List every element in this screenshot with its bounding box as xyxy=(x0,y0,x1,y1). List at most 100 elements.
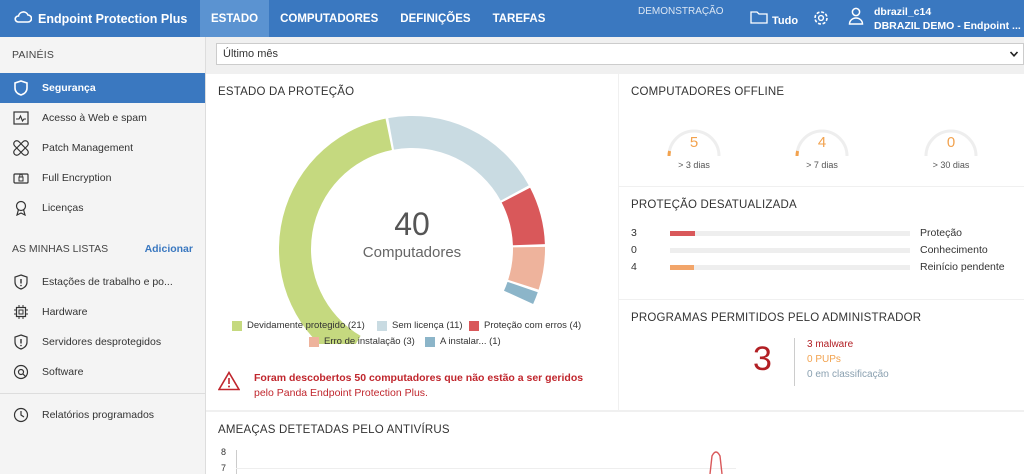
donut-total-label: Computadores xyxy=(206,244,618,261)
allowed-divider xyxy=(794,338,795,386)
alert-shield-icon xyxy=(12,273,30,291)
legend-item: Sem licença (11) xyxy=(377,320,463,331)
clock-icon xyxy=(12,406,30,424)
brand-name: Endpoint Protection Plus xyxy=(38,12,187,26)
threats-title: AMEAÇAS DETETADAS PELO ANTIVÍRUS xyxy=(218,424,450,436)
license-icon xyxy=(12,199,30,217)
add-list-button[interactable]: Adicionar xyxy=(145,243,193,255)
tab-estado[interactable]: ESTADO xyxy=(200,0,269,37)
allowed-pups[interactable]: 0 PUPs xyxy=(807,354,841,365)
user-info[interactable]: dbrazil_c14 DBRAZIL DEMO - Endpoint ... xyxy=(874,5,1021,33)
y-tick-label: 8 xyxy=(221,447,226,457)
sidebar-item-label: Relatórios programados xyxy=(42,409,154,421)
tab-computadores[interactable]: COMPUTADORES xyxy=(269,0,389,37)
threats-y-axis xyxy=(236,450,237,474)
sidebar-item-label: Patch Management xyxy=(42,142,133,154)
gear-icon[interactable] xyxy=(812,9,830,30)
gauge-value: 5 xyxy=(659,134,729,151)
sidebar-list-workstations[interactable]: Estações de trabalho e po... xyxy=(0,267,205,297)
sidebar-item-label: Servidores desprotegidos xyxy=(42,336,161,348)
patch-icon xyxy=(12,139,30,157)
sidebar-item-seguranca[interactable]: Segurança xyxy=(0,73,205,103)
legend-swatch xyxy=(309,337,319,347)
folder-selector[interactable]: Tudo xyxy=(750,9,798,27)
y-tick-label: 7 xyxy=(221,463,226,473)
sidebar-item-patch[interactable]: Patch Management xyxy=(0,133,205,163)
legend-item: Proteção com erros (4) xyxy=(469,320,581,331)
tab-tarefas[interactable]: TAREFAS xyxy=(482,0,557,37)
gauge-label: > 3 dias xyxy=(659,160,729,170)
my-lists-title: AS MINHAS LISTAS xyxy=(12,243,108,255)
cloud-icon xyxy=(14,10,38,27)
legend-swatch xyxy=(425,337,435,347)
user-name: dbrazil_c14 xyxy=(874,5,1021,19)
sidebar-item-encryption[interactable]: Full Encryption xyxy=(0,163,205,193)
allowed-programs-panel: PROGRAMAS PERMITIDOS PELO ADMINISTRADOR … xyxy=(619,300,1024,410)
sidebar-item-scheduled-reports[interactable]: Relatórios programados xyxy=(0,400,205,430)
warning-text-rest: pelo Panda Endpoint Protection Plus. xyxy=(254,387,428,399)
user-icon[interactable] xyxy=(848,7,864,28)
allowed-title: PROGRAMAS PERMITIDOS PELO ADMINISTRADOR xyxy=(631,312,921,324)
demo-label: DEMONSTRAÇÃO xyxy=(638,6,724,17)
legend-label: Devidamente protegido (21) xyxy=(247,320,365,331)
offline-gauge-3d[interactable]: 5 > 3 dias xyxy=(659,116,729,176)
threats-line xyxy=(706,450,726,474)
sidebar-item-label: Hardware xyxy=(42,306,88,318)
gauge-value: 0 xyxy=(916,134,986,151)
donut-slice-1[interactable] xyxy=(388,116,528,201)
outdated-row[interactable]: 3 Proteção xyxy=(631,225,1021,241)
web-activity-icon xyxy=(12,109,30,127)
outdated-title: PROTEÇÃO DESATUALIZADA xyxy=(631,199,797,211)
outdated-label: Proteção xyxy=(920,227,962,239)
tab-definicoes[interactable]: DEFINIÇÕES xyxy=(389,0,481,37)
outdated-label: Conhecimento xyxy=(920,244,988,256)
legend-item: A instalar... (1) xyxy=(425,336,501,347)
chip-icon xyxy=(12,303,30,321)
gauge-label: > 7 dias xyxy=(787,160,857,170)
legend-swatch xyxy=(377,321,387,331)
threats-gridline xyxy=(236,468,736,469)
sidebar-list-servers[interactable]: Servidores desprotegidos xyxy=(0,327,205,357)
top-bar: Endpoint Protection Plus ESTADO COMPUTAD… xyxy=(0,0,1024,37)
unmanaged-warning[interactable]: Foram descobertos 50 computadores que nã… xyxy=(218,371,598,401)
sidebar-item-label: Segurança xyxy=(42,82,96,94)
my-lists-header: AS MINHAS LISTAS Adicionar xyxy=(0,231,205,267)
outdated-protection-panel: PROTEÇÃO DESATUALIZADA 3 Proteção 0 Conh… xyxy=(619,187,1024,299)
gauge-value: 4 xyxy=(787,134,857,151)
allowed-total[interactable]: 3 xyxy=(753,340,772,379)
legend-label: Sem licença (11) xyxy=(392,320,463,331)
software-icon xyxy=(12,363,30,381)
allowed-classifying[interactable]: 0 em classificação xyxy=(807,369,889,380)
warning-text: Foram descobertos 50 computadores que nã… xyxy=(254,371,598,401)
period-select-value: Último mês xyxy=(223,48,278,60)
threats-panel: AMEAÇAS DETETADAS PELO ANTIVÍRUS 8 7 xyxy=(206,412,1024,474)
outdated-row[interactable]: 4 Reinício pendente xyxy=(631,259,1021,275)
brand-logo[interactable]: Endpoint Protection Plus xyxy=(0,0,200,37)
encryption-icon xyxy=(12,169,30,187)
panels-title: PAINÉIS xyxy=(0,37,205,73)
outdated-bar xyxy=(670,248,910,253)
alert-shield-icon xyxy=(12,333,30,351)
protection-status-panel: ESTADO DA PROTEÇÃO 40 Computadores Devid… xyxy=(206,74,618,410)
legend-swatch xyxy=(469,321,479,331)
sidebar-item-licencas[interactable]: Licenças xyxy=(0,193,205,223)
warning-text-bold: Foram descobertos 50 computadores que nã… xyxy=(254,372,583,384)
legend-label: Erro de instalação (3) xyxy=(324,336,415,347)
outdated-row[interactable]: 0 Conhecimento xyxy=(631,242,1021,258)
offline-gauge-30d[interactable]: 0 > 30 dias xyxy=(916,116,986,176)
legend-item: Erro de instalação (3) xyxy=(309,336,415,347)
outdated-count: 0 xyxy=(631,244,670,256)
sidebar-item-label: Full Encryption xyxy=(42,172,111,184)
period-select[interactable]: Último mês xyxy=(216,43,1024,65)
sidebar-list-software[interactable]: Software xyxy=(0,357,205,387)
outdated-label: Reinício pendente xyxy=(920,261,1005,273)
sidebar-item-label: Acesso à Web e spam xyxy=(42,112,147,124)
offline-gauge-7d[interactable]: 4 > 7 dias xyxy=(787,116,857,176)
sidebar-item-web-spam[interactable]: Acesso à Web e spam xyxy=(0,103,205,133)
allowed-malware[interactable]: 3 malware xyxy=(807,339,853,350)
sidebar: PAINÉIS Segurança Acesso à Web e spam Pa… xyxy=(0,37,206,474)
folder-label: Tudo xyxy=(772,15,798,27)
sidebar-list-hardware[interactable]: Hardware xyxy=(0,297,205,327)
legend-label: Proteção com erros (4) xyxy=(484,320,581,331)
user-org: DBRAZIL DEMO - Endpoint ... xyxy=(874,19,1021,33)
